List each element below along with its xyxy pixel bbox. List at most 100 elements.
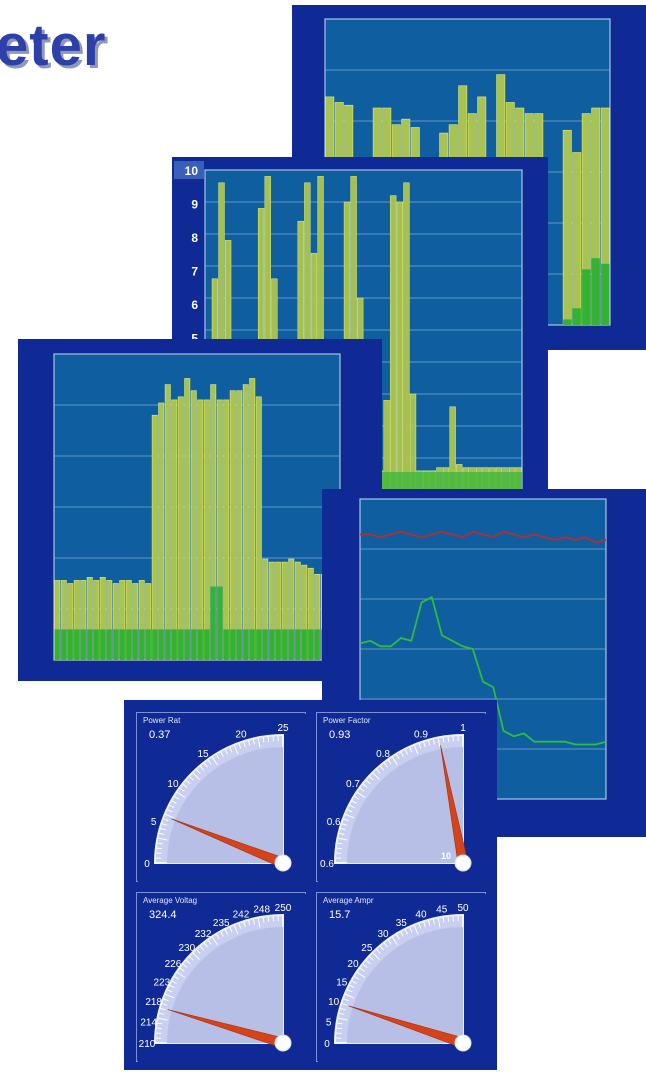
bar-secondary: [301, 629, 307, 660]
gauge-tick-label: 10: [167, 779, 179, 790]
bar: [158, 402, 165, 661]
bar-secondary: [295, 629, 301, 660]
gauge-tick-label: 1: [460, 723, 466, 734]
bar-secondary: [178, 629, 184, 660]
gauge-tick-label: 226: [165, 959, 182, 970]
bar-secondary: [282, 629, 288, 660]
gauge-tick-label: 0.8: [376, 749, 390, 760]
bar-secondary: [158, 629, 164, 660]
bar-secondary: [67, 629, 73, 660]
gauge-hub: [454, 1034, 472, 1052]
gauge-tick-label: 25: [361, 943, 373, 954]
bar-secondary: [152, 629, 158, 660]
gauge-power-rate: 0 5 10 15 20 25 Power Rat 0.37: [136, 712, 306, 882]
gauge-power-factor: 0.6 0.6 0.7 0.8 0.9 1 10 Power Factor 0.93: [316, 712, 486, 882]
gauge-tick-label: 5: [151, 817, 157, 828]
bar-secondary: [54, 629, 60, 660]
bar-secondary: [145, 629, 151, 660]
gauge-tick-label: 50: [457, 903, 469, 914]
gauge-center-mark: 10: [441, 851, 451, 861]
tick-label: 10: [185, 164, 199, 178]
bar: [184, 378, 191, 661]
bar: [255, 396, 262, 661]
gauge-tick-label: 10: [328, 997, 340, 1008]
gauge-tick-label: 15: [336, 977, 348, 988]
bar-secondary: [582, 269, 591, 325]
gauge-power-factor-svg: 0.6 0.6 0.7 0.8 0.9 1 10: [318, 714, 486, 882]
gauge-tick-label: 248: [253, 905, 270, 916]
gauge-tick-label: 20: [347, 959, 359, 970]
tick-label: 5: [191, 332, 198, 346]
gauge-hub: [274, 854, 292, 872]
gauge-tick-label: 230: [178, 943, 195, 954]
tick-label: 6: [191, 298, 198, 312]
bar-secondary: [113, 629, 119, 660]
bar-secondary: [87, 629, 93, 660]
gauge-tick-label: 20: [235, 730, 247, 741]
bar-secondary: [93, 629, 99, 660]
area-bar: [396, 201, 403, 491]
gauge-value: 324.4: [149, 909, 177, 921]
bar-secondary: [100, 629, 106, 660]
bar-secondary: [601, 263, 610, 325]
gauge-tick-label: 40: [415, 910, 427, 921]
area-bar: [390, 195, 397, 491]
bar-chart-left-svg: [53, 353, 341, 661]
gauge-power-rate-svg: 0 5 10 15 20 25: [138, 714, 306, 882]
bar-secondary: [572, 308, 581, 325]
gauge-tick-label: 232: [195, 929, 212, 940]
gauge-average-ampere: 0 5 10 15 20 25 30 35 40 45 50 Average Ampr 15.7: [316, 892, 486, 1062]
gauge-value: 0.37: [149, 729, 171, 741]
bar-secondary: [74, 629, 80, 660]
bar: [197, 399, 204, 661]
gauge-tick-label: 0.9: [414, 730, 428, 741]
gauge-hub: [274, 1034, 292, 1052]
bar-secondary: [184, 629, 190, 660]
bar-secondary: [288, 629, 294, 660]
bar: [562, 129, 572, 326]
gauge-tick-label: 218: [145, 997, 162, 1008]
gauge-tick-label: 242: [233, 910, 250, 921]
bar-secondary: [275, 629, 281, 660]
tick-label: 9: [191, 198, 198, 212]
gauge-tick-label: 15: [197, 749, 209, 760]
bar-secondary: [197, 629, 203, 660]
gauge-panel: 0 5 10 15 20 25 Power Rat 0.37 0.6 0.6 0.7 0.8 0.…: [124, 700, 497, 1070]
bar-secondary: [262, 629, 268, 660]
bar-secondary: [243, 629, 249, 660]
bar-secondary: [591, 258, 600, 325]
bar: [236, 390, 243, 661]
gauge-label: Power Rat: [143, 716, 181, 725]
bar-secondary: [106, 629, 112, 660]
bar: [164, 384, 171, 661]
gauge-tick-label: 0.6: [327, 817, 341, 828]
bar-chart-left: [18, 339, 382, 681]
gauge-tick-label: 250: [275, 903, 292, 914]
bar-secondary: [139, 629, 145, 660]
gauge-tick-label: 30: [377, 929, 389, 940]
gauge-tick-label: 235: [213, 918, 230, 929]
bar-secondary: [61, 629, 67, 660]
gauge-tick-label: 25: [277, 723, 289, 734]
bar-secondary: [132, 629, 138, 660]
bar-secondary: [223, 629, 229, 660]
bar: [229, 390, 236, 661]
bar-secondary: [171, 629, 177, 660]
gauge-tick-label: 0: [144, 859, 150, 870]
gauge-average-voltage: 210 214 218 223 226 230 232 235 242 248 250 Averag…: [136, 892, 306, 1062]
gauge-label: Power Factor: [323, 716, 371, 725]
gauge-tick-label: 210: [139, 1039, 156, 1050]
bar: [203, 399, 210, 661]
gauge-tick-label: 214: [140, 1018, 157, 1029]
series-line: [360, 530, 607, 544]
page-title: eter: [0, 13, 107, 78]
gauge-tick-label: 5: [326, 1018, 332, 1029]
bar-secondary: [256, 629, 262, 660]
bar-secondary: [165, 629, 171, 660]
bar-secondary: [563, 319, 572, 325]
bar-secondary: [119, 629, 125, 660]
gauge-value: 0.93: [329, 729, 351, 741]
bar-secondary: [314, 629, 320, 660]
